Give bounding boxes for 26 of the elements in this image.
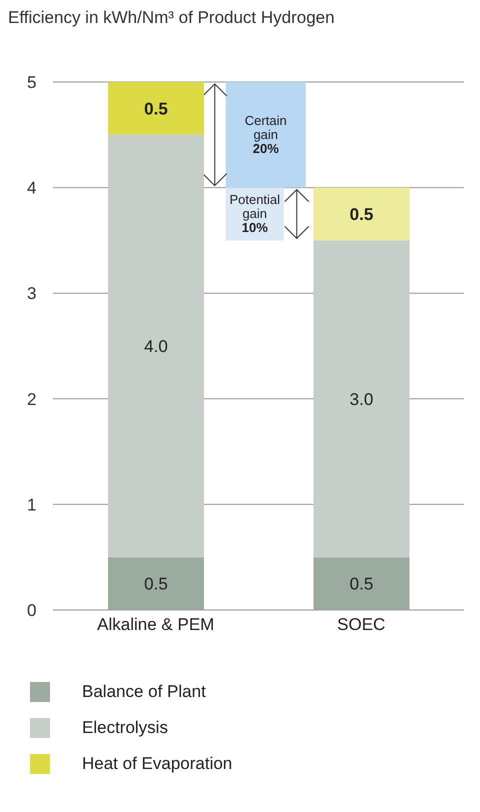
bar bbox=[314, 557, 410, 610]
band-label: Certain gain 20% bbox=[244, 112, 287, 156]
data-label: 0.5 bbox=[350, 574, 374, 594]
x-tick-label: Alkaline & PEM bbox=[97, 615, 214, 634]
y-tick-label: 0 bbox=[27, 601, 36, 620]
y-tick-label: 3 bbox=[27, 284, 36, 304]
data-label: 0.5 bbox=[350, 205, 374, 224]
data-label: 0.5 bbox=[144, 99, 168, 118]
data-label: 0.5 bbox=[144, 574, 168, 594]
chart-title: Efficiency in kWh/Nm³ of Product Hydrogen bbox=[8, 8, 336, 29]
legend-label: Heat of Evaporation bbox=[82, 754, 232, 774]
bar bbox=[108, 134, 204, 558]
bar bbox=[314, 188, 410, 240]
legend-label: Electrolysis bbox=[82, 718, 168, 738]
band-label: Potential gain 10% bbox=[229, 192, 280, 235]
bar bbox=[314, 240, 410, 558]
y-tick-label: 2 bbox=[27, 390, 36, 409]
bar bbox=[108, 557, 204, 610]
y-tick-label: 5 bbox=[27, 73, 36, 92]
bar bbox=[108, 82, 204, 135]
legend-label: Balance of Plant bbox=[82, 682, 206, 702]
y-tick-label: 1 bbox=[27, 495, 36, 514]
y-tick-label: 4 bbox=[27, 178, 36, 198]
data-label: 3.0 bbox=[350, 390, 374, 409]
data-label: 4.0 bbox=[144, 337, 168, 356]
x-tick-label: SOEC bbox=[337, 615, 386, 634]
